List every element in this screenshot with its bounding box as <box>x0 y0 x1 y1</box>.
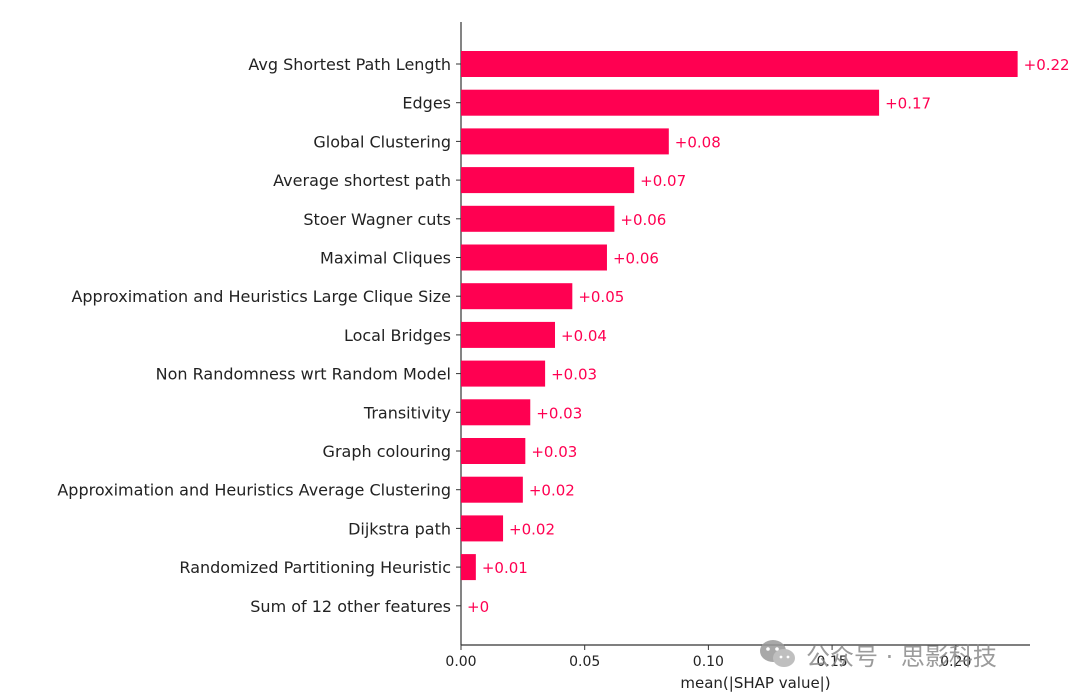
category-label: Approximation and Heuristics Average Clu… <box>57 481 451 500</box>
bar <box>461 167 635 194</box>
value-label: +0.17 <box>885 95 931 113</box>
bar <box>461 244 607 271</box>
value-label: +0.03 <box>551 366 597 384</box>
x-tick-label: 0.20 <box>940 654 971 670</box>
value-label: +0.06 <box>613 250 659 268</box>
category-label: Maximal Cliques <box>320 249 451 268</box>
value-label: +0.06 <box>620 211 666 229</box>
bar <box>461 321 556 348</box>
value-label: +0.02 <box>509 520 555 538</box>
x-tick-label: 0.05 <box>569 654 600 670</box>
bar <box>461 399 531 426</box>
value-label: +0.04 <box>561 327 607 345</box>
watermark: 公众号 · 思影科技 <box>758 634 997 674</box>
category-label: Global Clustering <box>313 132 451 151</box>
category-label: Avg Shortest Path Length <box>248 55 451 74</box>
category-label: Average shortest path <box>273 171 451 190</box>
value-label: +0.05 <box>578 288 624 306</box>
value-label: +0.02 <box>529 482 575 500</box>
bar <box>461 476 523 503</box>
value-label: +0 <box>467 598 489 616</box>
bar <box>461 360 546 387</box>
bar <box>461 438 526 464</box>
category-label: Approximation and Heuristics Large Cliqu… <box>71 287 451 306</box>
value-label: +0.08 <box>675 133 721 151</box>
bar <box>461 283 573 310</box>
value-label: +0.22 <box>1024 56 1070 74</box>
bar <box>461 205 615 232</box>
value-label: +0.01 <box>482 559 528 577</box>
bar <box>461 515 504 542</box>
bar <box>461 51 1018 77</box>
bar <box>461 554 476 581</box>
x-tick-label: 0.00 <box>445 654 476 670</box>
category-label: Randomized Partitioning Heuristic <box>179 558 451 577</box>
category-label: Transitivity <box>363 403 451 422</box>
x-axis-title: mean(|SHAP value|) <box>680 674 830 692</box>
category-label: Sum of 12 other features <box>250 597 451 616</box>
category-label: Dijkstra path <box>348 519 451 538</box>
category-label: Local Bridges <box>344 326 451 345</box>
x-tick-label: 0.15 <box>817 654 848 670</box>
category-label: Edges <box>402 94 451 113</box>
category-label: Stoer Wagner cuts <box>303 210 451 229</box>
wechat-icon <box>760 640 795 667</box>
bar <box>461 128 669 155</box>
value-label: +0.07 <box>640 172 686 190</box>
category-label: Graph colouring <box>323 442 451 461</box>
bar <box>461 89 880 116</box>
category-label: Non Randomness wrt Random Model <box>156 365 451 384</box>
watermark-text: 公众号 · 思影科技 <box>806 642 997 671</box>
value-label: +0.03 <box>536 404 582 422</box>
value-label: +0.03 <box>531 443 577 461</box>
x-tick-label: 0.10 <box>693 654 724 670</box>
